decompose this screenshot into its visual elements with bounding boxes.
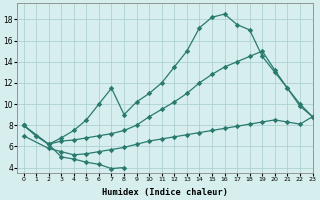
- X-axis label: Humidex (Indice chaleur): Humidex (Indice chaleur): [102, 188, 228, 197]
